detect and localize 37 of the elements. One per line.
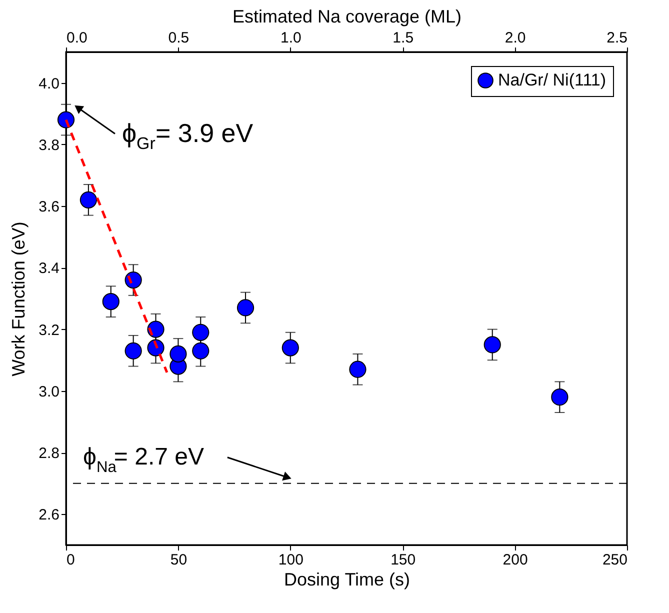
y-tick-label: 3.4: [38, 260, 60, 278]
x-tick-label: 250: [602, 552, 628, 568]
x-tick-label: 50: [170, 552, 188, 568]
x-tick-label: 150: [390, 552, 416, 568]
y-axis-title: Work Function (eV): [8, 222, 29, 376]
legend-label: Na/Gr/ Ni(111): [498, 70, 606, 90]
x2-axis-title: Estimated Na coverage (ML): [232, 6, 462, 26]
x2-tick-label: 0.0: [66, 30, 88, 46]
point: [236, 299, 254, 316]
y-tick-label: 2.8: [38, 445, 60, 462]
y-tick-label: 4.0: [38, 75, 60, 92]
x2-tick-label: 1.0: [280, 30, 302, 46]
point: [349, 360, 366, 378]
point: [147, 320, 164, 338]
point: [80, 191, 97, 208]
point: [192, 324, 210, 341]
point: [282, 339, 299, 356]
x2-tick-label: 0.5: [168, 30, 190, 46]
x-tick-label: 100: [278, 552, 304, 568]
y-tick-label: 2.6: [38, 506, 60, 524]
x-axis-title: Dosing Time (s): [284, 570, 410, 590]
point: [192, 342, 210, 360]
x2-tick-label: 2.0: [504, 30, 526, 46]
y-tick-label: 3.8: [38, 136, 60, 154]
point: [170, 345, 187, 363]
x-tick-label: 200: [502, 552, 528, 568]
point: [102, 293, 120, 310]
y-tick-label: 3.6: [38, 198, 60, 216]
point: [484, 336, 501, 354]
point: [551, 388, 568, 406]
y-tick-label: 3.2: [38, 322, 60, 339]
point: [124, 271, 142, 289]
x2-tick-label: 2.5: [606, 30, 628, 46]
x2-tick-label: 1.5: [392, 30, 414, 46]
point: [124, 342, 142, 360]
y-tick-label: 3.0: [38, 383, 60, 400]
x-tick-label: 0: [66, 552, 75, 568]
